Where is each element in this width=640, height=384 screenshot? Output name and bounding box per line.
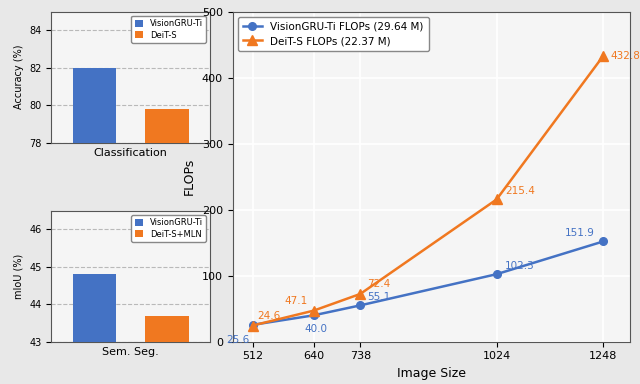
Legend: VisionGRU-Ti, DeiT-S: VisionGRU-Ti, DeiT-S [131,16,206,43]
Bar [145,109,189,384]
DeiT-S FLOPs (22.37 M) [310,308,317,313]
Text: 24.6: 24.6 [257,311,280,321]
Text: 72.4: 72.4 [367,279,390,289]
X-axis label: Classification: Classification [94,148,168,158]
Text: 47.1: 47.1 [285,296,308,306]
DeiT-S FLOPs (22.37 M) [600,54,607,58]
Text: 40.0: 40.0 [305,324,328,334]
Legend: VisionGRU-Ti, DeiT-S+MLN: VisionGRU-Ti, DeiT-S+MLN [131,215,206,242]
X-axis label: Image Size: Image Size [397,367,466,380]
Bar [145,316,189,384]
Text: 102.3: 102.3 [505,261,534,271]
VisionGRU-Ti FLOPs (29.64 M) [493,272,500,276]
Line: DeiT-S FLOPs (22.37 M): DeiT-S FLOPs (22.37 M) [248,51,608,330]
Y-axis label: FLOPs: FLOPs [183,158,196,195]
VisionGRU-Ti FLOPs (29.64 M) [249,323,257,327]
Bar [73,68,116,384]
VisionGRU-Ti FLOPs (29.64 M) [310,313,317,318]
Text: 151.9: 151.9 [565,228,595,238]
Y-axis label: Accuracy (%): Accuracy (%) [13,45,24,109]
Legend: VisionGRU-Ti FLOPs (29.64 M), DeiT-S FLOPs (22.37 M): VisionGRU-Ti FLOPs (29.64 M), DeiT-S FLO… [238,17,429,51]
DeiT-S FLOPs (22.37 M) [249,323,257,328]
X-axis label: Sem. Seg.: Sem. Seg. [102,347,159,358]
DeiT-S FLOPs (22.37 M) [493,197,500,202]
Text: 215.4: 215.4 [505,186,535,196]
Bar [73,274,116,384]
DeiT-S FLOPs (22.37 M) [356,291,364,296]
Line: VisionGRU-Ti FLOPs (29.64 M): VisionGRU-Ti FLOPs (29.64 M) [249,238,607,329]
Text: 432.8: 432.8 [610,51,640,61]
VisionGRU-Ti FLOPs (29.64 M) [600,239,607,244]
VisionGRU-Ti FLOPs (29.64 M) [356,303,364,308]
Y-axis label: mIoU (%): mIoU (%) [13,253,24,299]
Text: 55.1: 55.1 [367,292,390,302]
Text: 25.6: 25.6 [227,335,250,345]
